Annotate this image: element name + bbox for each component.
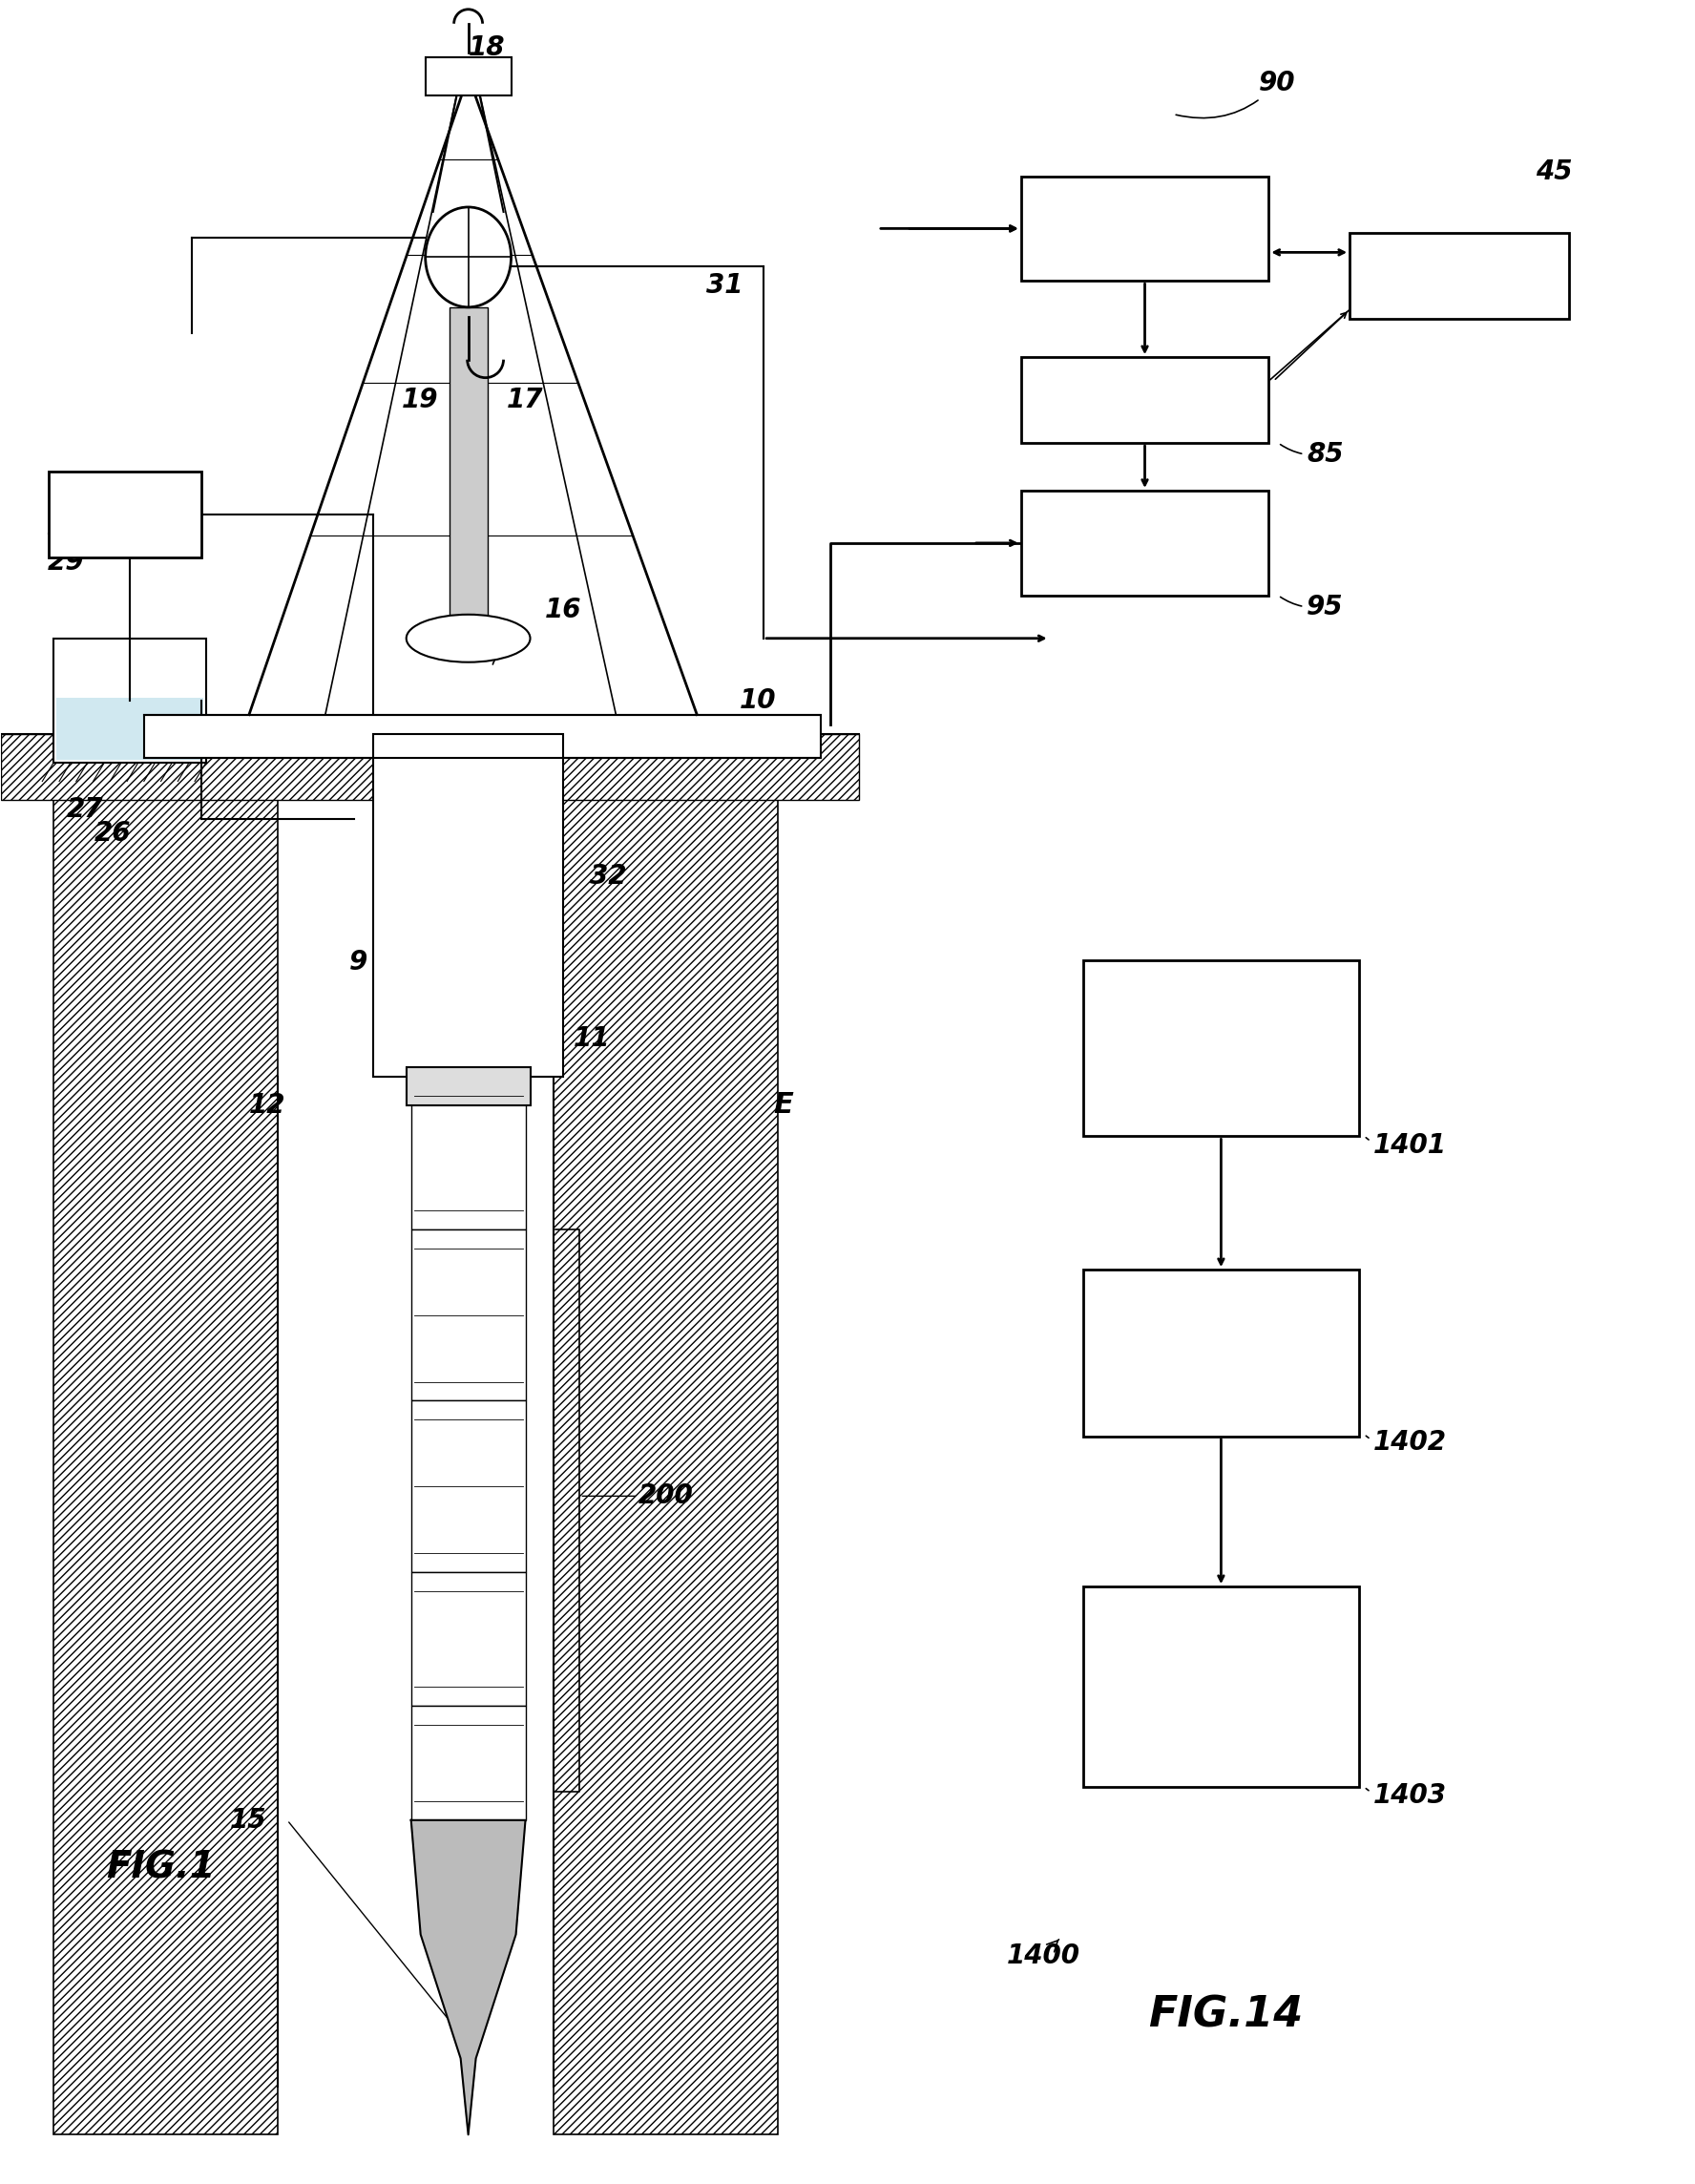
- Text: 31: 31: [707, 273, 742, 299]
- Bar: [1083, 961, 1359, 1136]
- Text: PROCESSOR: PROCESSOR: [1059, 389, 1231, 413]
- Bar: [449, 308, 486, 638]
- Text: 11: 11: [573, 1024, 610, 1053]
- Text: 1402: 1402: [1366, 1428, 1448, 1457]
- Text: TRANSMITTER
SUBSYSTEM: TRANSMITTER SUBSYSTEM: [1044, 515, 1246, 570]
- Bar: [412, 1230, 525, 1400]
- Text: 45: 45: [1536, 157, 1573, 186]
- Text: RECEIVER
SUBSYSTEM: RECEIVER SUBSYSTEM: [1059, 201, 1231, 256]
- Text: 200: 200: [637, 1483, 693, 1509]
- Ellipse shape: [425, 207, 512, 308]
- Text: SEND POLLING
SIGNAL FROM
SURFACE
COMPUTER: SEND POLLING SIGNAL FROM SURFACE COMPUTE…: [1122, 996, 1320, 1099]
- Text: 18: 18: [468, 35, 505, 61]
- Text: 15: 15: [231, 1806, 266, 1835]
- Text: 10: 10: [739, 688, 776, 714]
- Polygon shape: [412, 1819, 525, 2134]
- Bar: [373, 734, 563, 1077]
- Bar: [54, 734, 278, 2134]
- Bar: [412, 1400, 525, 1572]
- Bar: [1020, 491, 1268, 596]
- Bar: [144, 714, 820, 758]
- Text: 17: 17: [507, 387, 542, 413]
- Text: 9: 9: [349, 950, 368, 976]
- Bar: [412, 1706, 525, 1819]
- Text: 90: 90: [1176, 70, 1297, 118]
- Bar: [1349, 234, 1570, 319]
- Text: 19: 19: [402, 387, 439, 413]
- Text: LOCATE ANY
FDS HAVING A
SIGNAL WITH
UNEXPECTED
ATTENUATION: LOCATE ANY FDS HAVING A SIGNAL WITH UNEX…: [1125, 1623, 1317, 1752]
- Bar: [407, 1068, 531, 1105]
- Bar: [425, 57, 512, 96]
- Bar: [49, 472, 202, 557]
- Text: 32: 32: [590, 863, 627, 889]
- Text: 16: 16: [544, 596, 581, 622]
- Text: 1401: 1401: [1366, 1131, 1448, 1160]
- Bar: [1083, 1269, 1359, 1437]
- Ellipse shape: [407, 614, 531, 662]
- Bar: [554, 734, 778, 2134]
- Text: 26: 26: [95, 821, 132, 847]
- Bar: [1083, 1586, 1359, 1787]
- Text: 27: 27: [66, 797, 103, 823]
- Text: 12: 12: [249, 1092, 286, 1118]
- Bar: [1020, 177, 1268, 282]
- Text: E: E: [773, 1092, 793, 1118]
- Bar: [1020, 358, 1268, 443]
- Bar: [2, 734, 859, 799]
- Bar: [412, 1077, 525, 1230]
- Text: PUMP: PUMP: [85, 502, 166, 526]
- Text: SEND REPLY
BY EACH FDS
WITH A KNOWN
MAGNITUDE: SEND REPLY BY EACH FDS WITH A KNOWN MAGN…: [1115, 1302, 1327, 1404]
- Text: 1403: 1403: [1366, 1782, 1448, 1808]
- Text: 1400: 1400: [1007, 1939, 1080, 1968]
- Text: 85: 85: [1280, 441, 1344, 467]
- Text: 95: 95: [1280, 594, 1344, 620]
- Text: FIG.14: FIG.14: [1149, 1994, 1303, 2035]
- Text: RECORDER: RECORDER: [1383, 264, 1536, 288]
- Text: 29: 29: [47, 548, 83, 574]
- Bar: [56, 697, 203, 760]
- Bar: [412, 1572, 525, 1706]
- Bar: [54, 638, 207, 762]
- Text: FIG.1: FIG.1: [107, 1850, 215, 1887]
